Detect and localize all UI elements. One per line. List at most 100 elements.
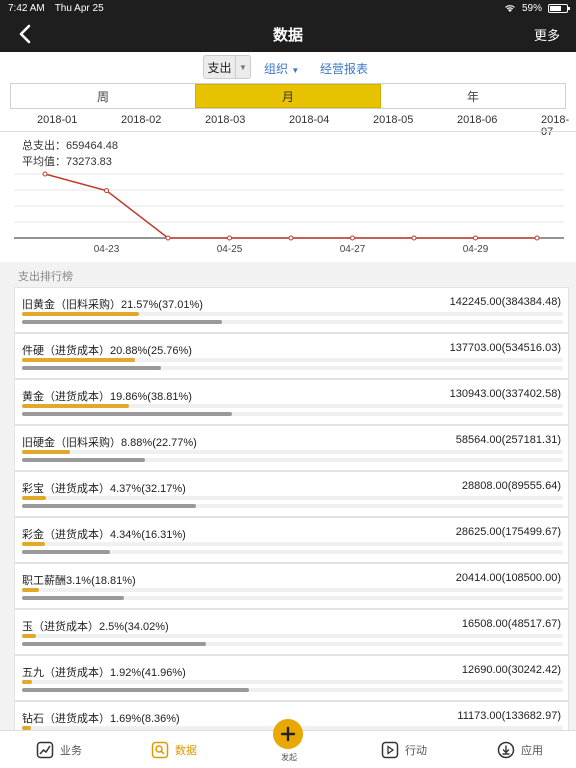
search-data-icon	[151, 741, 169, 759]
back-arrow-icon[interactable]	[14, 22, 38, 46]
report-link[interactable]: 经营报表	[320, 62, 369, 76]
ranking-item-value: 137703.00(534516.03)	[449, 342, 561, 354]
download-icon	[497, 741, 515, 759]
ranking-item-value: 142245.00(384384.48)	[449, 296, 561, 308]
ratio-bar	[22, 688, 563, 692]
page-title: 数据	[272, 26, 303, 44]
org-filter-label: 组织	[264, 62, 289, 76]
share-bar-fill	[22, 450, 71, 454]
segment-week[interactable]: 周	[96, 89, 109, 104]
data-point	[411, 235, 417, 241]
type-dropdown[interactable]: 支出 ▼	[203, 55, 251, 79]
month-item[interactable]: 2018-07	[541, 114, 570, 138]
month-item[interactable]: 2018-01	[37, 114, 78, 126]
ranking-item[interactable]: 旧黄金（旧料采购）21.57%(37.01%) 142245.00(384384.…	[14, 287, 569, 333]
ratio-bar	[22, 504, 563, 508]
total-expense: 总支出：659464.48	[22, 140, 118, 152]
ranking-list: 旧黄金（旧料采购）21.57%(37.01%) 142245.00(384384.…	[14, 287, 569, 747]
share-bar-fill	[22, 634, 36, 638]
ranking-item[interactable]: 五九（进货成本）1.92%(41.96%) 12690.00(30242.42)	[14, 655, 569, 701]
ranking-item[interactable]: 职工薪酬3.1%(18.81%) 20414.00(108500.00)	[14, 563, 569, 609]
tab-apps-label: 应用	[521, 745, 543, 757]
month-scroller[interactable]: 2018-01 2018-02 2018-03 2018-04 2018-05 …	[0, 110, 576, 138]
month-item[interactable]: 2018-04	[289, 114, 330, 126]
ratio-bar-fill	[22, 458, 146, 462]
ratio-bar	[22, 596, 563, 600]
ranking-item[interactable]: 黄金（进货成本）19.86%(38.81%) 130943.00(337402.5…	[14, 379, 569, 425]
nav-bar: 数据 更多	[0, 16, 576, 52]
share-bar	[22, 634, 563, 638]
launch-button[interactable]	[273, 719, 303, 749]
data-point	[42, 171, 48, 177]
ranking-item-name: 黄金（进货成本）19.86%(38.81%)	[22, 391, 192, 403]
month-item[interactable]: 2018-05	[373, 114, 414, 126]
ratio-bar	[22, 642, 563, 646]
share-bar-fill	[22, 726, 32, 730]
tab-data[interactable]: 数据	[151, 731, 197, 768]
ranking-item-value: 16508.00(48517.67)	[461, 618, 561, 630]
x-tick-label: 04-23	[94, 244, 120, 255]
ranking-item-name: 钻石（进货成本）1.69%(8.36%)	[22, 713, 180, 725]
ranking-item-value: 20414.00(108500.00)	[455, 572, 561, 584]
tab-business[interactable]: 业务	[36, 731, 82, 768]
share-bar-fill	[22, 496, 46, 500]
caret-down-icon: ▼	[291, 66, 300, 75]
ranking-item[interactable]: 旧硬金（旧料采购）8.88%(22.77%) 58564.00(257181.31…	[14, 425, 569, 471]
chevron-down-icon: ▼	[239, 62, 247, 72]
share-bar	[22, 312, 563, 316]
ratio-bar-fill	[22, 550, 111, 554]
share-bar	[22, 680, 563, 684]
month-item[interactable]: 2018-06	[457, 114, 498, 126]
period-segment: 周 月 年	[10, 83, 566, 109]
x-tick-label: 04-25	[217, 244, 243, 255]
ranking-item-name: 彩宝（进货成本）4.37%(32.17%)	[22, 483, 186, 495]
play-icon	[381, 741, 399, 759]
ranking-item[interactable]: 玉（进货成本）2.5%(34.02%) 16508.00(48517.67)	[14, 609, 569, 655]
tab-apps[interactable]: 应用	[497, 731, 543, 768]
ranking-item-value: 28625.00(175499.67)	[455, 526, 561, 538]
trend-icon	[36, 741, 54, 759]
share-bar	[22, 542, 563, 546]
battery-percent: 59%	[521, 2, 542, 14]
ratio-bar	[22, 412, 563, 416]
segment-year[interactable]: 年	[466, 89, 479, 104]
ranking-item-name: 玉（进货成本）2.5%(34.02%)	[22, 621, 169, 633]
ratio-bar	[22, 458, 563, 462]
ratio-bar-fill	[22, 642, 207, 646]
status-date: Thu Apr 25	[54, 2, 104, 14]
average-expense: 平均值：73273.83	[22, 156, 112, 168]
tab-action[interactable]: 行动	[381, 731, 427, 768]
ranking-item[interactable]: 彩宝（进货成本）4.37%(32.17%) 28808.00(89555.64)	[14, 471, 569, 517]
data-point	[350, 235, 355, 241]
data-point	[288, 235, 294, 241]
share-bar	[22, 404, 563, 408]
ranking-item-name: 件硬（进货成本）20.88%(25.76%)	[22, 345, 192, 357]
data-point	[104, 188, 109, 194]
ranking-item[interactable]: 彩金（进货成本）4.34%(16.31%) 28625.00(175499.67)	[14, 517, 569, 563]
share-bar-fill	[22, 588, 39, 592]
ranking-item[interactable]: 件硬（进货成本）20.88%(25.76%) 137703.00(534516.0…	[14, 333, 569, 379]
filter-bar: 支出 ▼ 组织 ▼ 经营报表	[0, 55, 576, 79]
data-point	[534, 235, 540, 241]
month-item[interactable]: 2018-02	[121, 114, 162, 126]
data-point	[227, 235, 232, 241]
x-tick-label: 04-27	[340, 244, 366, 255]
share-bar	[22, 358, 563, 362]
month-item[interactable]: 2018-03	[205, 114, 246, 126]
share-bar	[22, 450, 563, 454]
ratio-bar-fill	[22, 320, 223, 324]
org-filter[interactable]: 组织 ▼	[264, 60, 299, 77]
ranking-item-name: 旧黄金（旧料采购）21.57%(37.01%)	[22, 299, 203, 311]
share-bar-fill	[22, 312, 139, 316]
tab-business-label: 业务	[60, 745, 82, 757]
launch-label: 发起	[281, 753, 297, 762]
x-tick-label: 04-29	[463, 244, 489, 255]
ranking-item-name: 旧硬金（旧料采购）8.88%(22.77%)	[22, 437, 197, 449]
share-bar-fill	[22, 404, 130, 408]
ranking-item-value: 58564.00(257181.31)	[455, 434, 561, 446]
more-button[interactable]: 更多	[533, 27, 560, 43]
tab-data-label: 数据	[175, 745, 197, 757]
segment-month[interactable]: 月	[195, 84, 381, 108]
data-point	[473, 235, 478, 241]
share-bar-fill	[22, 680, 33, 684]
